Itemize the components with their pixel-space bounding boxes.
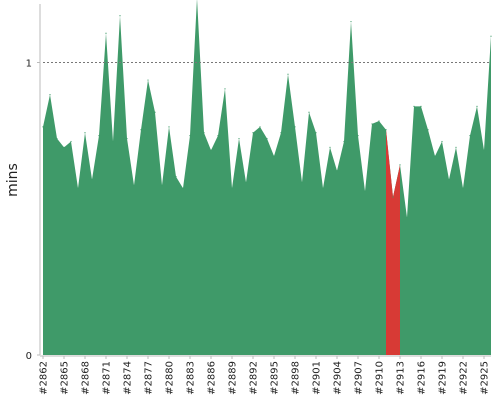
x-tick-label: #2904 [333,361,344,395]
data-point-2911 [385,129,387,131]
data-point-2912 [392,196,394,198]
data-point-2926 [490,35,492,37]
data-point-2881 [175,175,177,178]
x-tick-label: #2901 [312,361,323,395]
data-point-2883 [189,135,191,137]
data-point-2868 [84,132,86,134]
data-point-2901 [315,132,317,134]
data-point-2909 [371,123,373,125]
x-tick-label: #2874 [123,361,134,395]
x-tick-label: #2886 [207,361,218,395]
data-point-2870 [98,135,100,137]
data-point-2905 [343,140,345,143]
x-tick-label: #2892 [249,361,260,395]
data-point-2886 [210,149,212,151]
x-tick-label: #2889 [228,361,239,395]
data-point-2902 [322,187,324,189]
data-point-2923 [469,135,471,137]
data-point-2889 [231,187,233,189]
x-tick-label: #2865 [60,361,71,395]
data-point-2907 [357,135,359,137]
data-point-2920 [448,178,450,181]
data-point-2892 [252,132,254,134]
data-point-2872 [112,140,114,143]
data-point-2899 [301,181,303,184]
data-point-2875 [133,184,135,186]
data-point-2863 [49,94,51,96]
highlighted-area [386,129,400,355]
data-point-2917 [427,129,429,131]
data-point-2890 [238,137,240,140]
data-point-2916 [420,105,422,107]
data-point-2914 [406,216,408,219]
x-tick-label: #2922 [459,361,470,395]
data-point-2893 [259,126,261,128]
data-point-2903 [329,146,331,148]
data-point-2904 [336,170,338,172]
data-point-2887 [217,135,219,137]
data-point-2869 [91,178,93,181]
x-tick-label: #2907 [354,361,365,395]
x-tick-label: #2871 [102,361,113,395]
data-point-2894 [266,137,268,140]
data-point-2882 [182,187,184,189]
data-point-2921 [455,146,457,148]
data-point-2924 [476,105,478,107]
x-tick-label: #2916 [417,361,428,395]
data-point-2900 [308,111,310,113]
data-point-2874 [126,137,128,140]
data-point-2880 [168,126,170,128]
data-point-2866 [70,140,72,143]
data-point-2878 [154,111,156,113]
y-tick-label: 0 [26,351,32,362]
x-tick-label: #2895 [270,361,281,395]
data-point-2910 [378,120,380,122]
x-tick-label: #2868 [81,361,92,395]
x-tick-label: #2883 [186,361,197,395]
data-point-2906 [350,20,352,23]
data-point-2896 [280,132,282,134]
x-tick-label: #2880 [165,361,176,395]
data-point-2918 [434,155,436,157]
data-point-2873 [119,15,121,17]
tick-layer: 0 1 #2862 #2865 #2868 #2871 #2874 #2877 #2880 #28… [26,59,491,395]
data-point-2922 [462,187,464,189]
x-tick-label: #2877 [144,361,155,395]
data-point-2895 [273,155,275,157]
x-tick-label: #2919 [438,361,449,395]
x-tick-label: #2925 [480,361,491,395]
x-tick-label: #2862 [39,361,50,395]
data-point-2919 [441,140,443,143]
data-point-2908 [364,190,366,192]
data-point-2891 [245,181,247,184]
data-point-2862 [42,126,44,128]
y-tick-label: 1 [26,59,32,70]
data-point-2877 [147,79,149,81]
y-axis-title: mins [5,163,21,197]
area-series [43,0,491,355]
data-point-2888 [224,88,226,90]
area-layer [42,0,492,355]
data-point-2897 [287,73,289,75]
data-point-2876 [140,129,142,131]
data-point-2913 [399,164,401,166]
data-point-2885 [203,132,205,134]
data-point-2925 [483,149,485,151]
data-point-2898 [294,126,296,128]
data-point-2864 [56,137,58,140]
x-tick-label: #2913 [396,361,407,395]
data-point-2867 [77,187,79,189]
data-point-2871 [105,32,107,34]
data-point-2879 [161,184,163,186]
x-tick-label: #2910 [375,361,386,395]
data-point-2865 [63,146,65,148]
data-point-2915 [413,105,415,107]
x-tick-label: #2898 [291,361,302,395]
